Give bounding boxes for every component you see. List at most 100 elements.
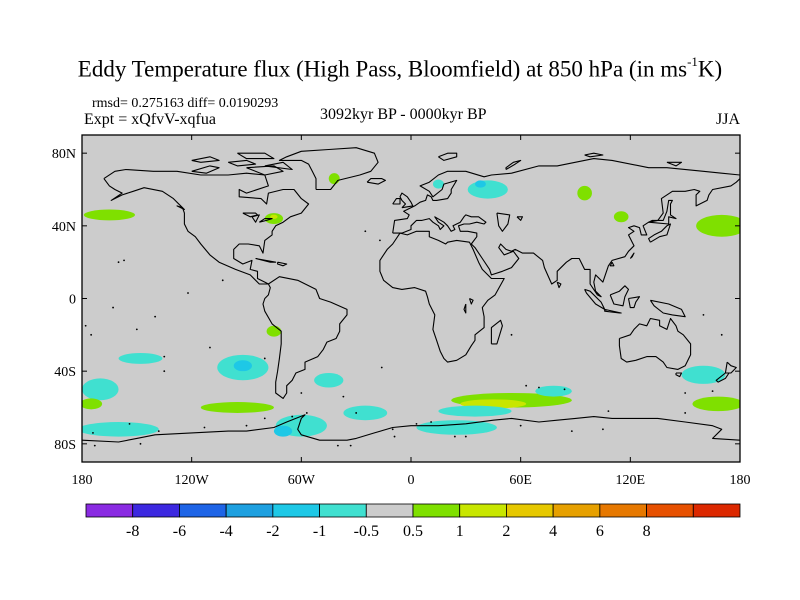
- island-dot: [684, 412, 687, 414]
- colorbar-label: 2: [502, 523, 510, 540]
- coastline: [490, 319, 503, 345]
- island-dot: [203, 426, 206, 429]
- island-dot: [336, 444, 339, 447]
- island-dot: [84, 324, 87, 327]
- anomaly-region: [467, 180, 508, 199]
- lake-outline: [463, 303, 467, 314]
- anomaly-region: [577, 185, 592, 201]
- island-dot: [123, 259, 125, 262]
- lat-label: 0: [69, 293, 76, 308]
- colorbar-swatch: [646, 503, 694, 518]
- lon-labels: 180 120W 60W 0 60E 120E 180: [72, 473, 751, 488]
- anomaly-region: [118, 353, 163, 364]
- island-dot: [364, 230, 367, 233]
- island-dot: [538, 386, 540, 389]
- coastline: [227, 159, 257, 167]
- coastline: [255, 257, 277, 263]
- coastline-layer: [82, 147, 740, 443]
- coastline: [392, 178, 740, 298]
- colorbar-swatch: [692, 503, 741, 518]
- island-dot: [93, 444, 96, 447]
- island-dot: [453, 435, 456, 438]
- coastline: [609, 261, 615, 267]
- island-dot: [570, 430, 573, 433]
- anomaly-region: [270, 214, 278, 219]
- lon-label: 120W: [175, 473, 210, 488]
- colorbar-swatch: [412, 503, 461, 518]
- island-dot: [702, 313, 705, 316]
- island-dot: [379, 239, 381, 242]
- colorbar-label: 6: [596, 523, 604, 540]
- colorbar-swatch: [132, 503, 180, 518]
- island-dot: [157, 430, 160, 433]
- coastline: [556, 281, 562, 289]
- coastline: [666, 161, 683, 167]
- lake-outline: [468, 298, 474, 305]
- coastline: [609, 285, 630, 307]
- lake-outline: [251, 214, 260, 223]
- coastline: [277, 261, 288, 267]
- lake-outline: [496, 212, 511, 232]
- island-dot: [221, 279, 224, 282]
- colorbar-swatch: [599, 503, 647, 518]
- period-label: 3092kyr BP - 0000kyr BP: [320, 106, 487, 123]
- island-dot: [349, 444, 352, 447]
- coastline: [264, 161, 293, 171]
- island-dot: [519, 424, 522, 427]
- island-dot: [117, 261, 120, 264]
- island-dot: [90, 333, 93, 336]
- coastline: [191, 156, 220, 163]
- coastline: [278, 147, 379, 191]
- colorbar-label: 8: [643, 523, 651, 540]
- anomaly-region: [273, 425, 293, 437]
- lat-label: 40S: [54, 365, 76, 380]
- tick-layer: [81, 135, 741, 462]
- colorbar-swatch: [319, 503, 367, 518]
- colorbar-swatch: [552, 503, 601, 518]
- island-dot: [464, 435, 467, 438]
- island-dot: [510, 333, 513, 336]
- island-dot: [525, 384, 528, 387]
- colorbar-swatch: [365, 503, 414, 518]
- island-dot: [135, 328, 138, 331]
- colorbar-swatch: [225, 503, 274, 518]
- island-dot: [163, 355, 166, 358]
- island-dot: [300, 392, 303, 394]
- coastline: [648, 223, 672, 243]
- lon-label: 60E: [509, 473, 532, 488]
- colorbar-label: -1: [313, 523, 326, 540]
- coastline: [392, 158, 740, 234]
- anomaly-region: [83, 209, 136, 221]
- island-dot: [305, 412, 308, 414]
- island-dot: [391, 428, 394, 431]
- anomaly-region: [328, 173, 340, 185]
- coastline: [649, 299, 686, 318]
- colorbar-swatch: [272, 503, 320, 518]
- island-dot: [139, 442, 142, 445]
- anomaly-region: [343, 405, 388, 421]
- lake-outline: [258, 218, 273, 223]
- island-dot: [602, 428, 604, 431]
- coastline: [392, 198, 401, 205]
- island-dot: [263, 417, 266, 420]
- anomaly-region: [200, 402, 274, 413]
- lon-label: 180: [72, 473, 93, 488]
- colorbar-label: 0.5: [403, 523, 423, 540]
- lake-outline: [516, 216, 524, 221]
- coastline: [618, 317, 692, 370]
- anomaly-region: [314, 372, 344, 388]
- coastline: [505, 159, 522, 170]
- coastline: [379, 230, 505, 363]
- lat-labels: 80N 40N 0 40S 80S: [52, 147, 76, 453]
- coastline: [584, 152, 604, 158]
- colorbar-label: 4: [549, 523, 557, 540]
- coastline: [246, 165, 284, 176]
- lon-label: 0: [408, 473, 415, 488]
- island-dot: [380, 366, 383, 369]
- experiment-label: Expt = xQfvV-xqfua: [84, 111, 216, 128]
- lat-label: 80S: [54, 438, 76, 453]
- anomaly-layer: [82, 173, 740, 437]
- anomaly-region: [535, 385, 572, 397]
- coastline: [366, 178, 386, 185]
